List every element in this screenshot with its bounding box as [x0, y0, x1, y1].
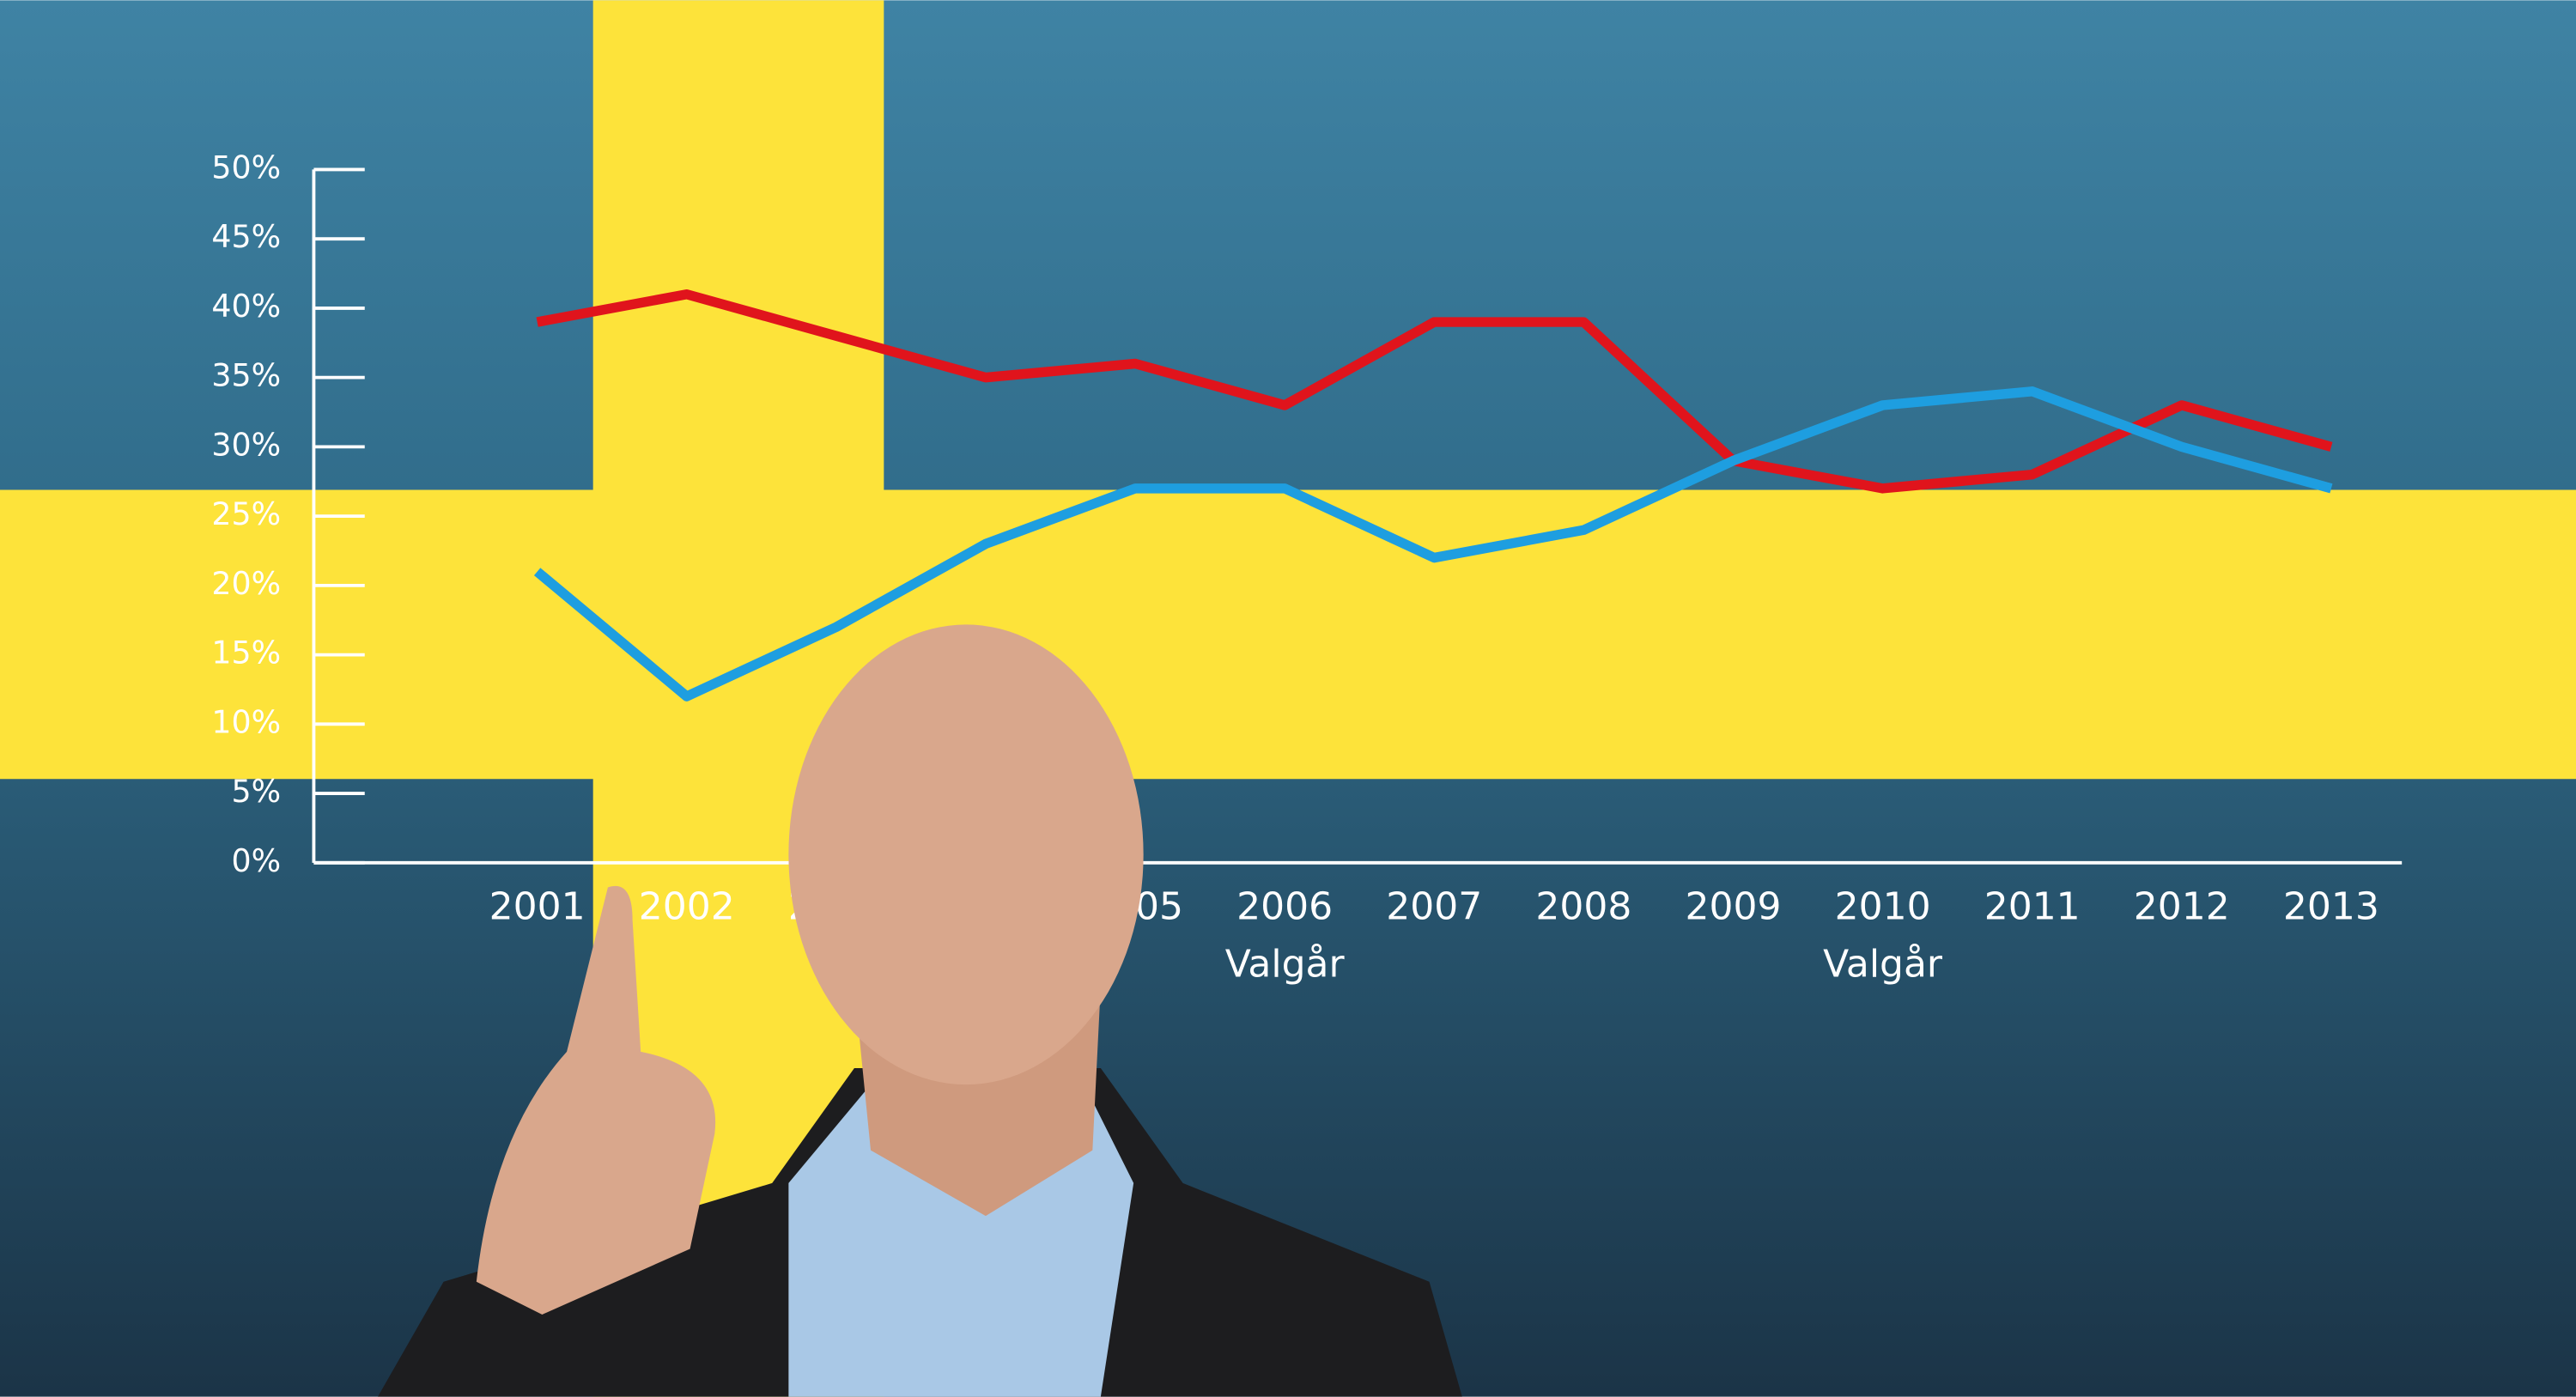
x-tick-label: 2008	[1535, 884, 1631, 928]
x-tick-label: 2002	[639, 884, 735, 928]
y-tick-label: 30%	[211, 426, 281, 463]
x-tick-label: 2010	[1835, 884, 1931, 928]
y-tick-label: 40%	[211, 288, 281, 325]
y-tick-label: 45%	[211, 218, 281, 255]
x-tick-label: 2009	[1686, 884, 1782, 928]
y-tick-label: 20%	[211, 565, 281, 602]
head	[788, 624, 1144, 1085]
x-tick-label: 2006	[1236, 884, 1333, 928]
annotation: Valgår	[1823, 942, 1943, 986]
y-tick-label: 10%	[211, 703, 281, 740]
y-tick-label: 15%	[211, 635, 281, 671]
flag-horizontal-band	[0, 489, 2576, 780]
annotation: Valgår	[1225, 942, 1346, 986]
person-photo	[378, 624, 1462, 1397]
x-tick-label: 2011	[1984, 884, 2081, 928]
hand	[476, 885, 716, 1315]
x-tick-label: 2007	[1386, 884, 1482, 928]
x-tick-label: 2001	[489, 884, 586, 928]
y-tick-label: 5%	[231, 773, 281, 810]
series-line	[533, 386, 2333, 702]
y-tick-label: 0%	[231, 842, 281, 879]
x-tick-label: 2012	[2134, 884, 2230, 928]
x-tick-label: 2013	[2283, 884, 2379, 928]
y-tick-label: 35%	[211, 357, 281, 394]
y-tick-label: 50%	[211, 149, 281, 185]
y-tick-label: 25%	[211, 495, 281, 532]
series-line	[536, 289, 2333, 494]
